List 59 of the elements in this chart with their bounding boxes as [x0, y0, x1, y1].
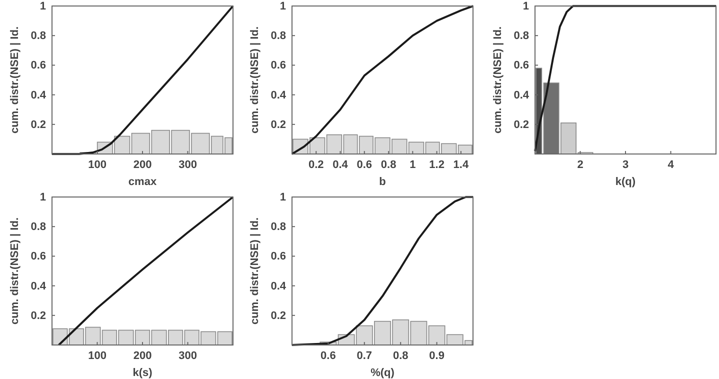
x-tick-label: 1.2: [429, 158, 444, 171]
line-series: [291, 5, 474, 155]
x-tick-label: 4: [668, 158, 675, 171]
y-tick-label: 0.8: [270, 30, 286, 42]
x-tick-label: 3: [622, 158, 629, 171]
y-tick-label: 0.6: [514, 60, 529, 72]
x-tick-label: 0.9: [429, 350, 444, 362]
line-series: [51, 5, 234, 155]
x-axis-title: cmax: [128, 176, 158, 188]
y-tick-label: 0.2: [514, 118, 529, 131]
y-tick-label: 0.4: [30, 89, 47, 102]
line-series: [534, 5, 717, 152]
y-tick-label: 0.4: [270, 89, 287, 102]
y-tick-label: 0.8: [30, 30, 46, 42]
y-tick-label: 0.8: [30, 221, 46, 234]
y-tick-label: 0.6: [30, 250, 46, 263]
y-tick-label: 1: [280, 192, 286, 204]
y-tick-label: 0.6: [270, 250, 286, 263]
x-axis-title: k(q): [615, 176, 636, 188]
y-axis-title: cum. distr.(NSE) | Id.: [249, 218, 261, 324]
x-tick-label: 0.6: [320, 350, 336, 362]
y-tick-label: 0.2: [30, 118, 46, 131]
y-axis-title: cum. distr.(NSE) | Id.: [9, 218, 21, 324]
y-tick-label: 0.6: [270, 60, 286, 72]
x-tick-label: 100: [88, 350, 106, 362]
y-tick-label: 0.4: [30, 280, 47, 292]
x-tick-label: 1.4: [453, 158, 470, 171]
x-tick-label: 200: [133, 350, 152, 362]
y-tick-label: 0.8: [270, 221, 286, 234]
x-tick-label: 1: [410, 158, 416, 171]
x-axis-title: %(q): [370, 367, 395, 379]
x-tick-label: 0.6: [356, 158, 372, 171]
x-tick-label: 200: [133, 158, 152, 171]
y-axis-title: cum. distr.(NSE) | Id.: [9, 26, 21, 134]
x-tick-label: 300: [178, 350, 197, 362]
y-tick-label: 0.6: [30, 60, 46, 72]
y-tick-label: 1: [522, 0, 529, 13]
x-tick-label: 0.2: [308, 158, 324, 171]
y-tick-label: 0.2: [270, 118, 286, 131]
x-tick-label: 100: [88, 158, 106, 171]
x-axis-title: b: [379, 176, 386, 188]
x-axis-title: k(s): [132, 367, 153, 379]
y-tick-label: 1: [40, 192, 46, 204]
y-tick-label: 0.4: [514, 89, 530, 102]
x-tick-label: 0.7: [356, 350, 372, 362]
x-tick-label: 0.8: [392, 350, 408, 362]
x-tick-label: 2: [577, 158, 584, 171]
y-tick-label: 1: [40, 0, 46, 13]
y-tick-label: 0.2: [270, 310, 286, 322]
line-series: [291, 196, 474, 346]
y-tick-label: 1: [280, 0, 286, 13]
y-tick-label: 0.4: [270, 280, 287, 292]
x-tick-label: 300: [178, 158, 197, 171]
y-axis-title: cum. distr.(NSE) | Id.: [492, 26, 504, 134]
y-tick-label: 0.8: [514, 30, 529, 42]
x-tick-label: 0.8: [380, 158, 396, 171]
x-tick-label: 0.4: [332, 158, 349, 171]
y-axis-title: cum. distr.(NSE) | Id.: [249, 26, 261, 134]
y-tick-label: 0.2: [30, 310, 46, 322]
